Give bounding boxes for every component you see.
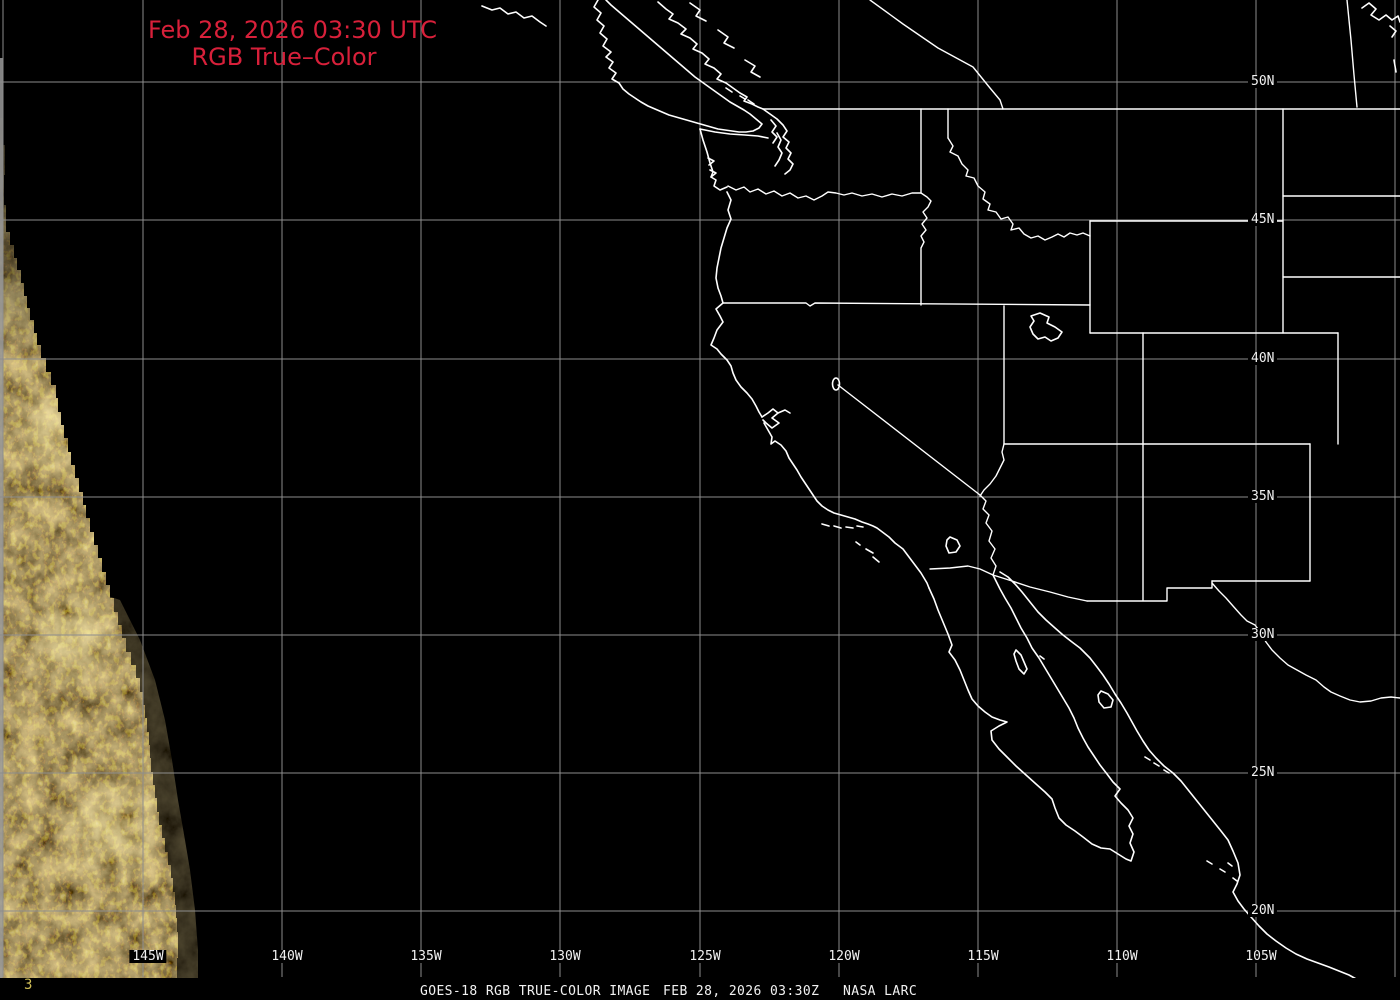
- lon-label-125w: 125W: [686, 950, 724, 963]
- footer-credit: NASA LARC: [843, 984, 918, 999]
- lon-label-145w: 145W: [129, 950, 167, 963]
- lat-label-25n: 25N: [1248, 766, 1278, 779]
- lat-label-30n: 30N: [1248, 628, 1278, 641]
- footer-product-name: GOES-18 RGB TRUE-COLOR IMAGE: [420, 984, 651, 999]
- lon-label-110w: 110W: [1103, 950, 1141, 963]
- state-borders: [722, 0, 1400, 703]
- title-datetime: Feb 28, 2026 03:30 UTC: [148, 16, 437, 44]
- footer-timestamp: FEB 28, 2026 03:30Z: [663, 984, 820, 999]
- lon-label-135w: 135W: [407, 950, 445, 963]
- lat-label-20n: 20N: [1248, 904, 1278, 917]
- lat-label-45n: 45N: [1248, 213, 1278, 226]
- lat-label-40n: 40N: [1248, 352, 1278, 365]
- lon-label-115w: 115W: [964, 950, 1002, 963]
- caption-bar: [0, 978, 1400, 1000]
- image-edge-strip: [0, 58, 3, 978]
- lon-label-130w: 130W: [546, 950, 584, 963]
- lon-label-140w: 140W: [268, 950, 306, 963]
- title-product: RGB True–Color: [191, 43, 377, 71]
- lat-label-35n: 35N: [1248, 490, 1278, 503]
- lon-label-105w: 105W: [1242, 950, 1280, 963]
- frame-number: 3: [24, 977, 33, 993]
- lon-label-120w: 120W: [825, 950, 863, 963]
- coastlines: [481, 0, 1400, 1000]
- graticule-lines: [0, 0, 1400, 977]
- lat-label-50n: 50N: [1248, 75, 1278, 88]
